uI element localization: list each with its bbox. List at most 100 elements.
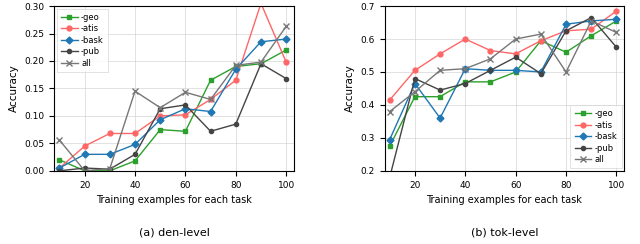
-geo xyxy=(182,130,189,133)
-bask xyxy=(257,40,265,43)
-atis xyxy=(257,2,265,5)
all xyxy=(282,25,290,28)
-atis xyxy=(106,132,114,135)
-geo xyxy=(588,34,595,37)
-pub xyxy=(411,77,419,80)
Line: -pub: -pub xyxy=(388,16,618,180)
-bask xyxy=(461,67,469,70)
-pub xyxy=(282,77,290,80)
all xyxy=(386,110,394,113)
-atis xyxy=(182,113,189,116)
-geo xyxy=(232,65,239,68)
-bask xyxy=(562,23,570,26)
-bask xyxy=(512,69,520,72)
-atis xyxy=(537,39,545,42)
Line: -atis: -atis xyxy=(387,9,619,102)
all xyxy=(81,169,88,172)
-bask xyxy=(436,117,444,120)
Y-axis label: Accuracy: Accuracy xyxy=(345,65,355,112)
all xyxy=(512,38,520,41)
-bask xyxy=(56,167,63,170)
all xyxy=(106,167,114,170)
-geo xyxy=(436,95,444,98)
all xyxy=(562,71,570,73)
all xyxy=(232,64,239,67)
-atis xyxy=(232,79,239,82)
-bask xyxy=(386,138,394,141)
-atis xyxy=(81,145,88,148)
-bask xyxy=(81,153,88,156)
all xyxy=(131,90,139,93)
-bask xyxy=(411,82,419,85)
-atis xyxy=(461,38,469,41)
-bask xyxy=(207,110,214,113)
all xyxy=(207,98,214,101)
-pub xyxy=(81,167,88,170)
Line: -bask: -bask xyxy=(57,37,289,171)
-bask xyxy=(588,20,595,22)
all xyxy=(461,67,469,70)
Y-axis label: Accuracy: Accuracy xyxy=(9,65,19,112)
-geo xyxy=(56,158,63,161)
-geo xyxy=(207,79,214,82)
-atis xyxy=(562,29,570,32)
-atis xyxy=(588,28,595,30)
-geo xyxy=(386,145,394,148)
-geo xyxy=(612,20,620,22)
-bask xyxy=(232,68,239,71)
-geo xyxy=(106,169,114,172)
-atis xyxy=(207,98,214,101)
all xyxy=(56,139,63,142)
-geo xyxy=(282,49,290,51)
-geo xyxy=(461,80,469,83)
X-axis label: Training examples for each task: Training examples for each task xyxy=(96,195,252,205)
all xyxy=(588,20,595,22)
Line: -geo: -geo xyxy=(387,19,619,149)
-geo xyxy=(156,128,164,131)
-geo xyxy=(512,71,520,73)
X-axis label: Training examples for each task: Training examples for each task xyxy=(426,195,582,205)
-geo xyxy=(131,160,139,163)
all xyxy=(612,31,620,34)
all xyxy=(486,57,494,60)
-pub xyxy=(512,56,520,59)
-geo xyxy=(562,51,570,54)
-bask xyxy=(282,38,290,41)
-pub xyxy=(182,103,189,106)
-geo xyxy=(537,39,545,42)
Line: all: all xyxy=(57,24,289,173)
all xyxy=(156,106,164,109)
all xyxy=(411,90,419,93)
-atis xyxy=(486,49,494,52)
-geo xyxy=(486,80,494,83)
-pub xyxy=(461,82,469,85)
all xyxy=(537,33,545,36)
Legend: -geo, -atis, -bask, -pub, all: -geo, -atis, -bask, -pub, all xyxy=(570,105,621,168)
-pub xyxy=(131,153,139,156)
-bask xyxy=(131,143,139,146)
-pub xyxy=(612,46,620,49)
-atis xyxy=(282,61,290,63)
-pub xyxy=(537,72,545,75)
-pub xyxy=(588,16,595,19)
-geo xyxy=(257,62,265,65)
Line: all: all xyxy=(387,18,620,114)
-atis xyxy=(612,10,620,12)
-pub xyxy=(56,169,63,172)
all xyxy=(182,91,189,94)
-pub xyxy=(106,168,114,171)
-atis xyxy=(436,52,444,55)
-bask xyxy=(612,18,620,21)
-pub xyxy=(436,89,444,92)
-bask xyxy=(106,153,114,156)
all xyxy=(436,69,444,72)
-atis xyxy=(156,114,164,117)
-bask xyxy=(182,107,189,110)
all xyxy=(257,61,265,63)
-pub xyxy=(562,29,570,32)
Line: -atis: -atis xyxy=(57,1,289,171)
-geo xyxy=(411,95,419,98)
-atis xyxy=(512,52,520,55)
-bask xyxy=(156,118,164,121)
Text: (a) den-level: (a) den-level xyxy=(139,227,209,237)
